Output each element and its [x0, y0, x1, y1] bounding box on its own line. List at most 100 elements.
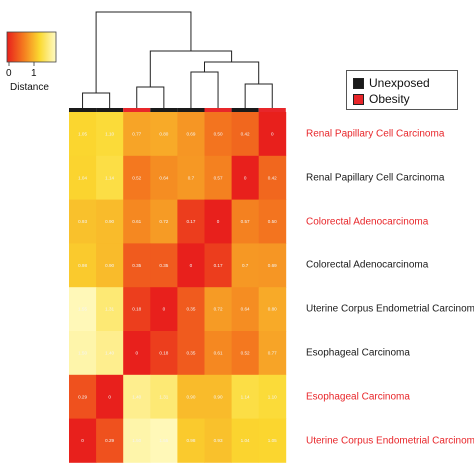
- heatmap-cell: [150, 418, 178, 463]
- cell-value-label: 1.50: [132, 438, 141, 443]
- heatmap-cell: [204, 112, 232, 157]
- cell-value-label: 0.61: [132, 219, 141, 224]
- heatmap-cell: [177, 331, 205, 376]
- heatmap-cell: [69, 331, 97, 376]
- cell-value-label: 1.31: [159, 394, 168, 399]
- heatmap-cell: [231, 418, 260, 463]
- cell-value-label: 0.93: [78, 219, 87, 224]
- column-group-marker: [123, 108, 151, 112]
- cell-value-label: 0: [217, 219, 220, 224]
- heatmap-cell: [69, 418, 97, 463]
- cell-value-label: 0.42: [241, 132, 250, 137]
- heatmap-cell: [150, 374, 178, 419]
- cell-value-label: 1.14: [105, 175, 114, 180]
- heatmap-cell: [150, 155, 178, 200]
- cell-value-label: 0.18: [132, 307, 141, 312]
- cell-value-label: 1.05: [268, 438, 277, 443]
- cell-value-label: 0.77: [132, 132, 141, 137]
- heatmap-cell: [204, 243, 232, 288]
- heatmap-cell: [96, 243, 124, 288]
- heatmap-cell: [258, 243, 287, 288]
- heatmap-cell: [96, 287, 124, 332]
- heatmap-cell: [150, 243, 178, 288]
- heatmap-cell: [69, 155, 97, 200]
- row-label: Renal Papillary Cell Carcinoma: [306, 172, 445, 184]
- legend-item-obesity: Obesity: [353, 92, 410, 106]
- cell-value-label: 0: [135, 351, 138, 356]
- cell-value-label: 0.50: [268, 219, 277, 224]
- cell-value-label: 0.98: [186, 438, 195, 443]
- cell-value-label: 0.7: [242, 263, 249, 268]
- dendrogram-link: [82, 92, 111, 108]
- cell-value-label: 0.80: [268, 307, 277, 312]
- dendrogram-link: [190, 71, 219, 108]
- heatmap-cell: [204, 374, 232, 419]
- row-label: Colorectal Adenocarcinoma: [306, 216, 429, 227]
- legend-label-unexposed: Unexposed: [369, 76, 430, 90]
- column-group-marker: [258, 108, 286, 112]
- heatmap-cell: [258, 418, 287, 463]
- color-scale-tick-1: 1: [31, 68, 37, 79]
- row-label: Esophageal Carcinoma: [306, 391, 410, 403]
- cell-value-label: 1.40: [132, 394, 141, 399]
- cell-value-label: 0: [244, 175, 247, 180]
- cell-value-label: 0: [81, 438, 84, 443]
- row-label: Colorectal Adenocarcinoma: [306, 259, 429, 271]
- cell-value-label: 0: [271, 132, 274, 137]
- heatmap-cell: [177, 112, 205, 157]
- heatmap-cell: [96, 418, 124, 463]
- heatmap-cell: [231, 331, 260, 376]
- row-label: Esophageal Carcinoma: [306, 347, 410, 359]
- cell-value-label: 0.57: [241, 219, 250, 224]
- cell-value-label: 1.40: [105, 351, 114, 356]
- heatmap-cell: [69, 287, 97, 332]
- column-group-marker: [231, 108, 259, 112]
- cell-value-label: 1.55: [78, 307, 87, 312]
- cell-value-label: 0.98: [78, 263, 87, 268]
- heatmap-cell: [204, 287, 232, 332]
- cell-value-label: 0.69: [186, 132, 195, 137]
- cell-value-label: 0.90: [214, 394, 223, 399]
- heatmap-cell: [123, 112, 151, 157]
- heatmap-cell: [258, 112, 287, 157]
- heatmap-cell: [69, 374, 97, 419]
- heatmap-cell: [177, 155, 205, 200]
- cell-value-label: 0.29: [78, 394, 87, 399]
- heatmap-cell: [231, 155, 260, 200]
- heatmap-cell: [177, 199, 205, 244]
- column-group-marker: [69, 108, 97, 112]
- heatmap-cell: [177, 374, 205, 419]
- heatmap-cell: [231, 243, 260, 288]
- legend-swatch-obesity: [353, 93, 364, 105]
- color-scale-bar: [6, 31, 57, 63]
- dendrogram-link: [136, 86, 165, 108]
- cell-value-label: 0.29: [105, 438, 114, 443]
- cell-value-label: 0.69: [268, 263, 277, 268]
- cell-value-label: 1.55: [159, 438, 168, 443]
- heatmap-cell: [123, 155, 151, 200]
- column-group-marker: [150, 108, 178, 112]
- heatmap-cell: [231, 287, 260, 332]
- dendrogram-link: [95, 11, 192, 93]
- cell-value-label: 0.57: [214, 175, 223, 180]
- heatmap-cell: [150, 331, 178, 376]
- heatmap-cell: [150, 199, 178, 244]
- heatmap-cell: [177, 243, 205, 288]
- dendrogram-link: [244, 83, 273, 108]
- heatmap-cell: [96, 199, 124, 244]
- cell-value-label: 0.35: [132, 263, 141, 268]
- heatmap-cell: [123, 374, 151, 419]
- heatmap-cell: [123, 418, 151, 463]
- heatmap-cell: [204, 331, 232, 376]
- cell-value-label: 0.93: [214, 438, 223, 443]
- heatmap-cell: [69, 243, 97, 288]
- cell-value-label: 0.17: [214, 263, 223, 268]
- heatmap-cell: [96, 155, 124, 200]
- heatmap-cell: [258, 374, 287, 419]
- heatmap-cell: [123, 287, 151, 332]
- cell-value-label: 0: [108, 394, 111, 399]
- cell-value-label: 0.90: [105, 219, 114, 224]
- heatmap-cell: [177, 418, 205, 463]
- cell-value-label: 1.10: [268, 394, 277, 399]
